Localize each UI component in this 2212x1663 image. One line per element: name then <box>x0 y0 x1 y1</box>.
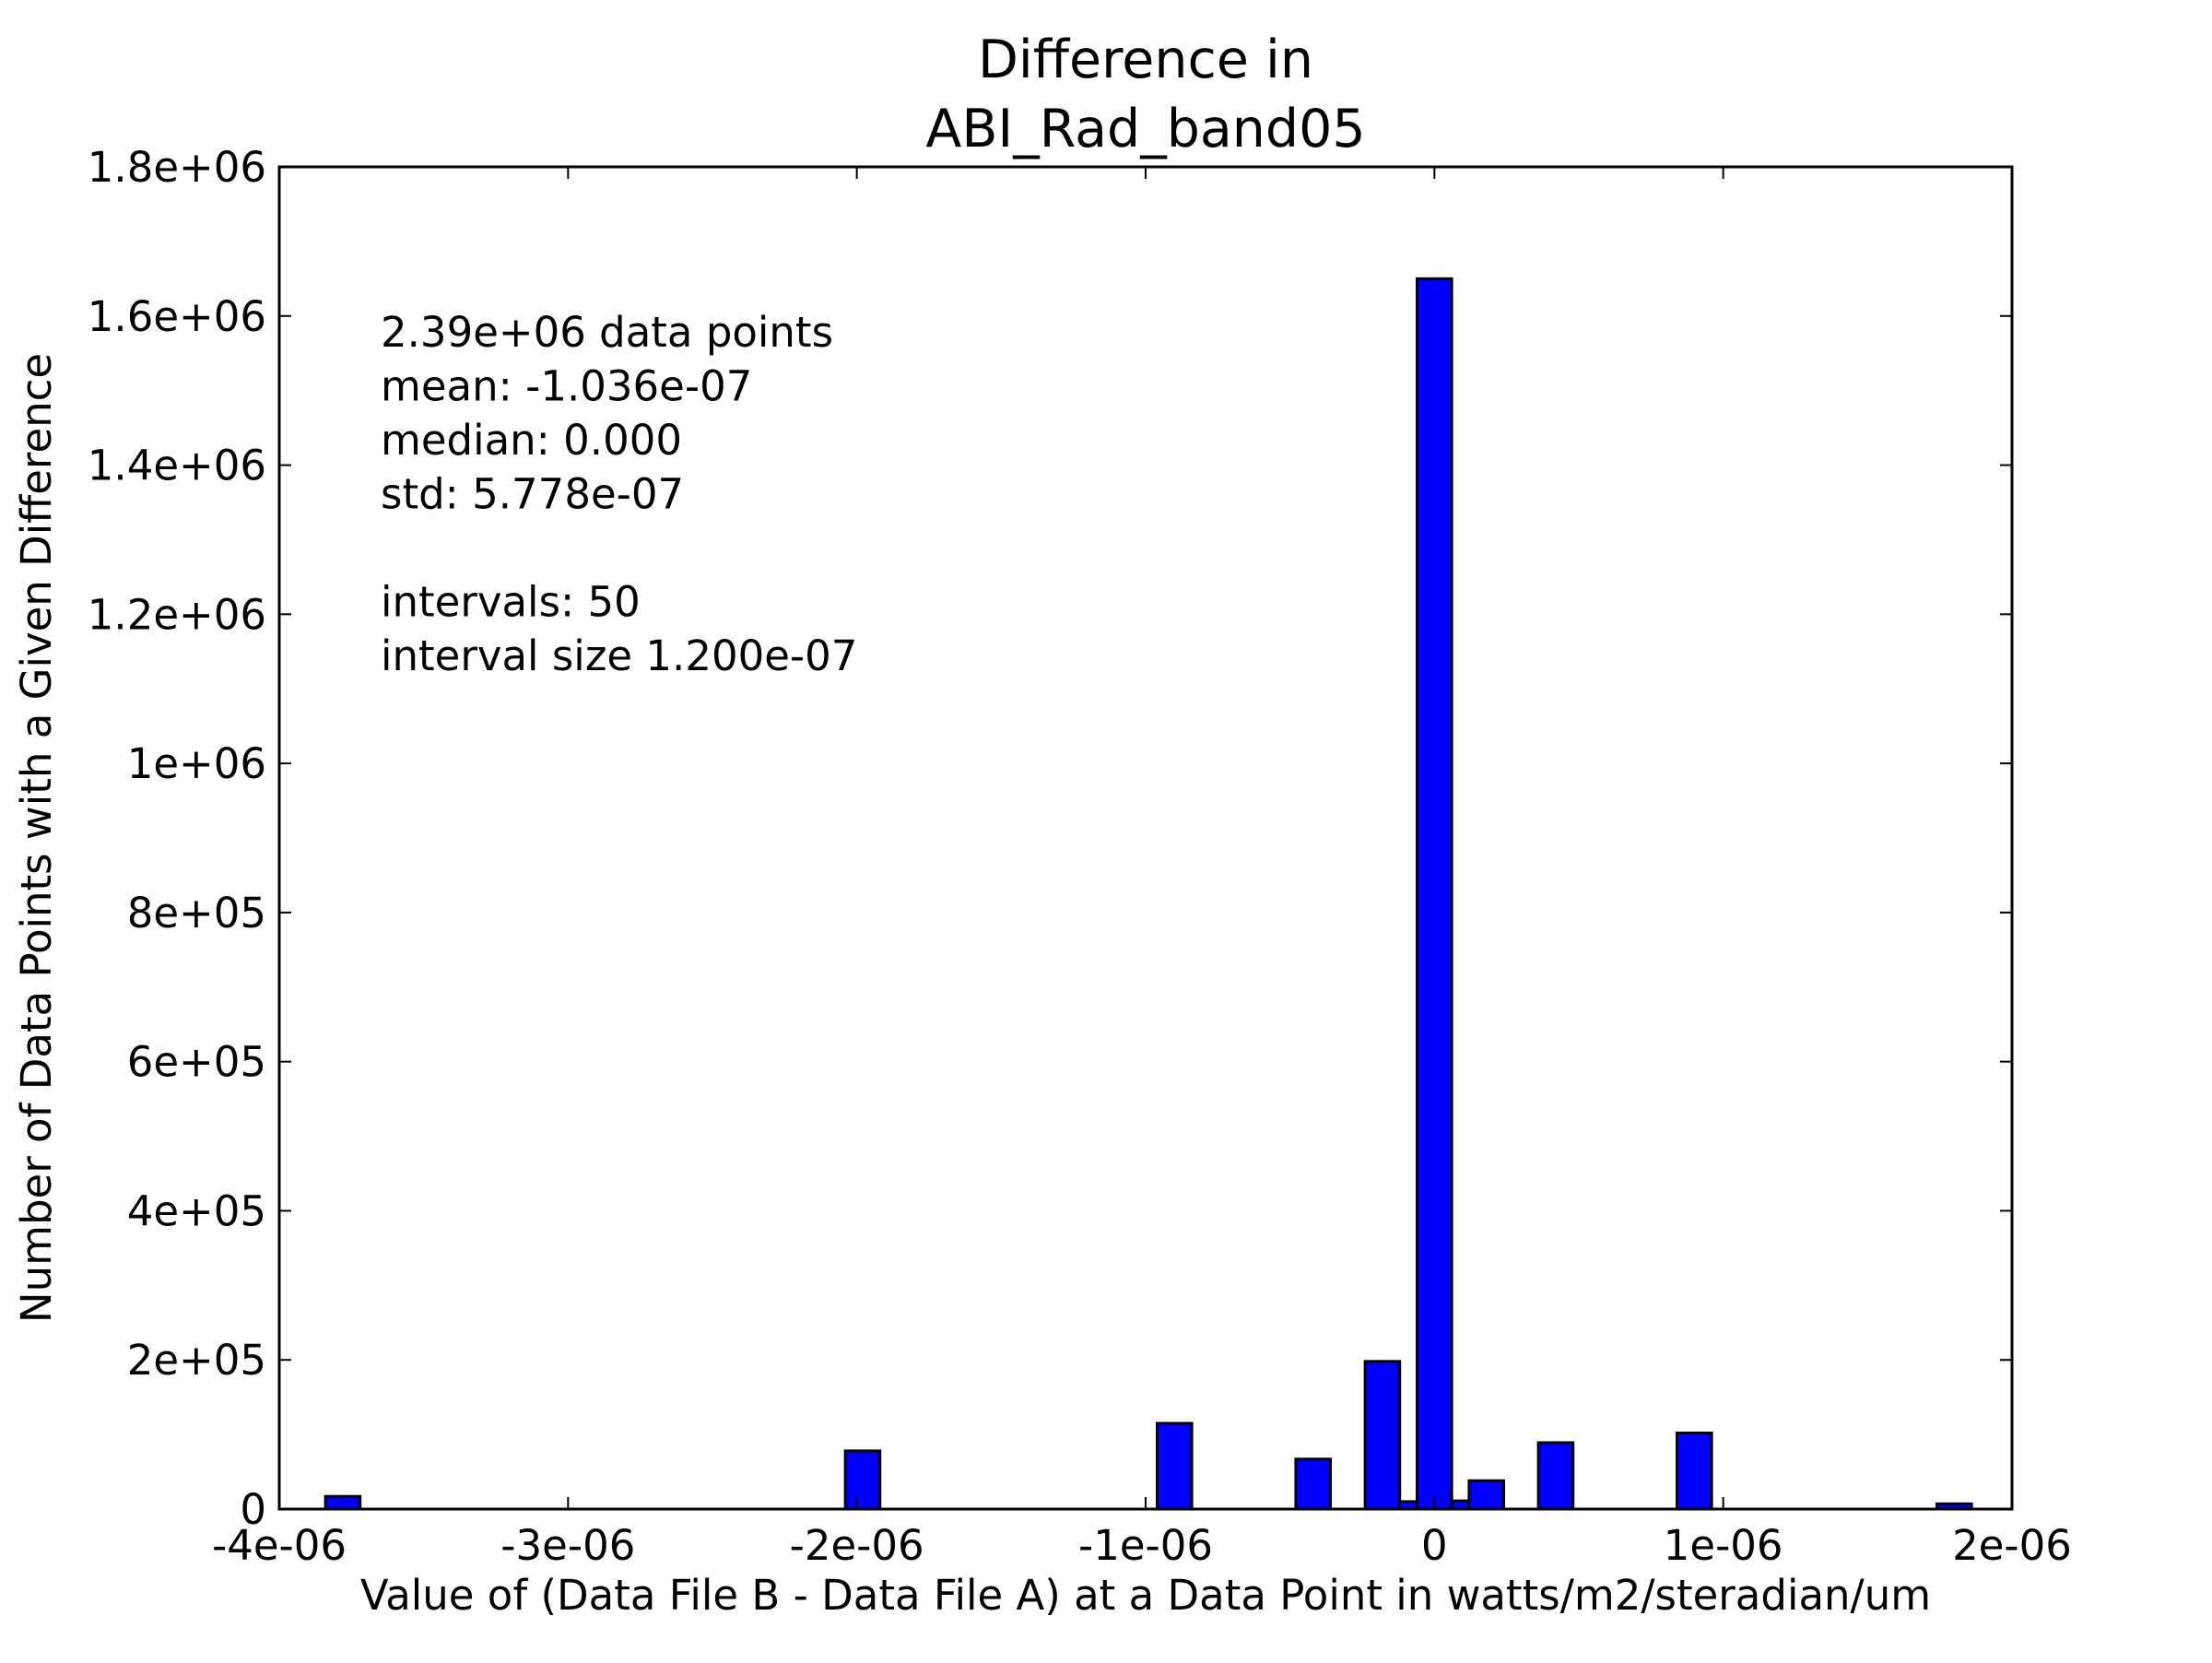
plot-frame <box>277 165 2014 1511</box>
plot-area <box>279 167 2012 1509</box>
y-tick-label-4: 8e+05 <box>127 889 266 938</box>
annotation-line-1: mean: -1.036e-07 <box>381 362 752 411</box>
y-tick-label-7: 1.4e+06 <box>88 442 266 490</box>
y-axis-label: Number of Data Points with a Given Diffe… <box>12 353 61 1323</box>
histogram-bar-9 <box>1536 1441 1575 1511</box>
y-tick-label-2: 4e+05 <box>127 1186 266 1235</box>
histogram-bar-1 <box>843 1449 882 1511</box>
y-tick-label-8: 1.6e+06 <box>88 292 266 341</box>
chart-title-line-2: ABI_Rad_band05 <box>925 99 1365 159</box>
histogram-bars <box>324 277 1973 1511</box>
annotation-line-6: interval size 1.200e-07 <box>381 631 857 680</box>
histogram-bar-6 <box>1416 277 1453 1511</box>
y-tick-label-0: 0 <box>240 1485 266 1534</box>
y-tick-label-5: 1e+06 <box>127 739 266 788</box>
y-tick-label-9: 1.8e+06 <box>88 143 266 192</box>
x-tick-label-0: -4e-06 <box>212 1521 347 1570</box>
histogram-bar-2 <box>1156 1421 1194 1511</box>
x-tick-label-4: 0 <box>1421 1521 1448 1570</box>
x-tick-label-6: 2e-06 <box>1952 1521 2072 1570</box>
annotation-line-5: intervals: 50 <box>381 578 641 627</box>
chart-title-line-1: Difference in <box>978 29 1313 90</box>
axis-ticks: -4e-06 -3e-06 -2e-06 -1e-06 0 1e-06 2e-06 0 2e+0… <box>88 143 2072 1570</box>
y-tick-label-1: 2e+05 <box>127 1336 266 1385</box>
x-tick-label-2: -2e-06 <box>790 1521 924 1570</box>
statistics-annotation: 2.39e+06 data points mean: -1.036e-07 medi… <box>381 308 857 680</box>
x-tick-label-3: -1e-06 <box>1078 1521 1213 1570</box>
histogram-bar-8 <box>1467 1479 1506 1511</box>
x-tick-label-5: 1e-06 <box>1664 1521 1783 1570</box>
histogram-bar-0 <box>324 1494 362 1511</box>
x-tick-label-1: -3e-06 <box>500 1521 635 1570</box>
histogram-bar-4 <box>1363 1360 1402 1511</box>
y-tick-label-6: 1.2e+06 <box>88 590 266 639</box>
histogram-bar-10 <box>1676 1431 1713 1511</box>
annotation-line-3: std: 5.778e-07 <box>381 470 684 519</box>
annotation-line-0: 2.39e+06 data points <box>381 308 833 357</box>
y-tick-label-3: 6e+05 <box>127 1038 266 1087</box>
annotation-line-2: median: 0.000 <box>381 416 682 465</box>
x-axis-label: Value of (Data File B - Data File A) at … <box>360 1571 1931 1620</box>
histogram-bar-3 <box>1294 1457 1333 1511</box>
